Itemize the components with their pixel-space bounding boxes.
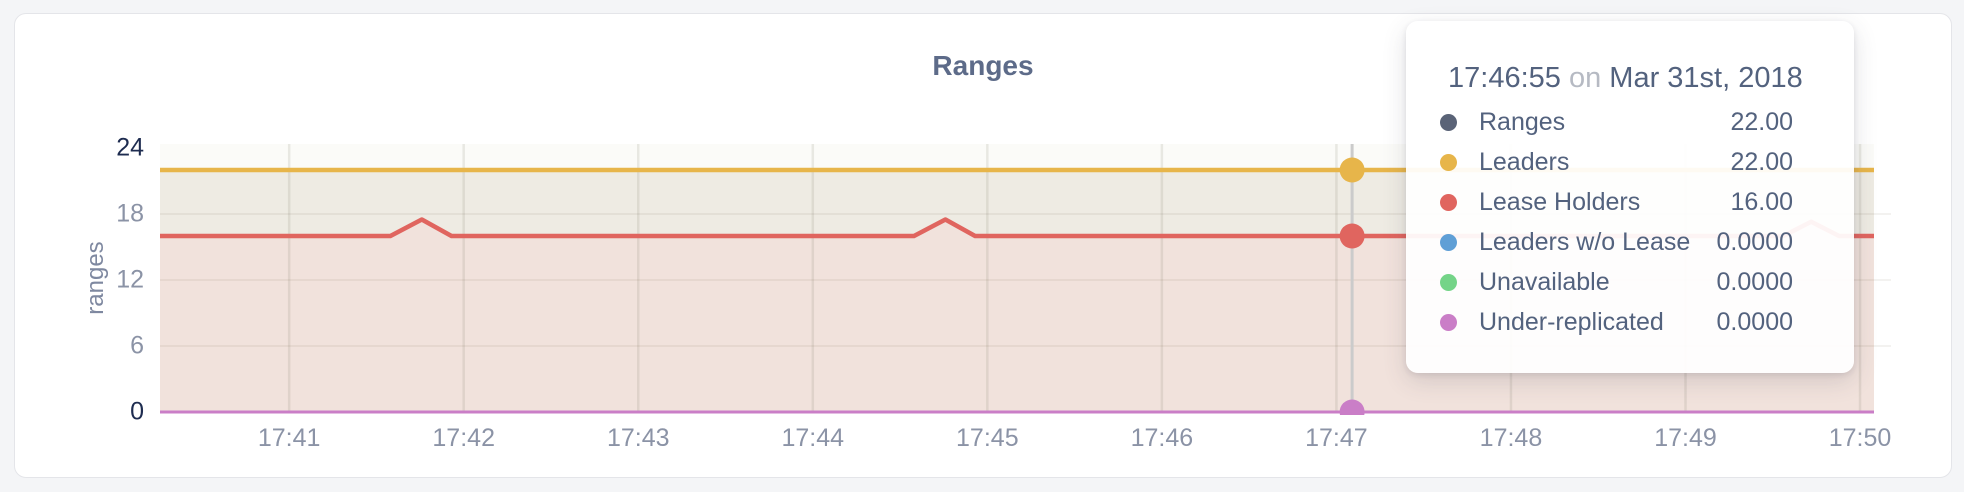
crosshair-dot-under-replicated bbox=[1339, 399, 1365, 415]
x-tick-label-17:43: 17:43 bbox=[606, 424, 670, 452]
x-tick-label-17:47: 17:47 bbox=[1305, 424, 1368, 452]
series-value: 22.00 bbox=[1730, 147, 1793, 176]
series-color-dot bbox=[1440, 233, 1457, 251]
x-tick-label-17:42: 17:42 bbox=[432, 424, 495, 452]
x-tick-label-17:45: 17:45 bbox=[956, 424, 1019, 452]
series-color-dot bbox=[1440, 193, 1457, 211]
y-tick-label-18: 18 bbox=[116, 199, 144, 228]
tooltip-legend: Ranges 22.00 Leaders 22.00 Lease Holders 16.0… bbox=[1406, 102, 1854, 342]
tooltip-legend-row: Unavailable 0.0000 bbox=[1406, 262, 1854, 302]
series-value: 16.00 bbox=[1730, 187, 1793, 216]
tooltip-conjunction: on bbox=[1568, 62, 1602, 94]
series-label: Lease Holders bbox=[1479, 187, 1641, 216]
tooltip-time: 17:46:55 bbox=[1448, 62, 1561, 94]
y-tick-label-0: 0 bbox=[130, 397, 144, 426]
series-label: Ranges bbox=[1479, 107, 1566, 136]
x-tick-label-17:44: 17:44 bbox=[781, 424, 845, 452]
series-value: 22.00 bbox=[1730, 107, 1793, 136]
series-label: Leaders bbox=[1479, 147, 1570, 176]
series-value: 0.0000 bbox=[1716, 227, 1793, 256]
tooltip-legend-row: Leaders w/o Lease 0.0000 bbox=[1406, 222, 1854, 262]
x-tick-label-17:46: 17:46 bbox=[1130, 424, 1194, 452]
series-label: Under-replicated bbox=[1479, 307, 1664, 336]
series-color-dot bbox=[1440, 113, 1457, 131]
tooltip-legend-row: Ranges 22.00 bbox=[1406, 102, 1854, 142]
series-value: 0.0000 bbox=[1716, 267, 1793, 296]
crosshair-dot-lease-holders bbox=[1339, 223, 1365, 249]
x-tick-label-17:41: 17:41 bbox=[257, 424, 321, 452]
series-label: Leaders w/o Lease bbox=[1479, 227, 1691, 256]
chart-card: Ranges ranges 0 6 12 18 24 17:41 17:42 17:43 17… bbox=[14, 13, 1952, 478]
x-tick-label-17:49: 17:49 bbox=[1654, 424, 1717, 452]
x-tick-label-17:48: 17:48 bbox=[1479, 424, 1543, 452]
series-label: Unavailable bbox=[1479, 267, 1610, 296]
y-tick-label-6: 6 bbox=[130, 331, 144, 360]
series-color-dot bbox=[1440, 273, 1457, 291]
tooltip-date: Mar 31st, 2018 bbox=[1609, 62, 1803, 94]
crosshair-dot-leaders bbox=[1339, 157, 1365, 183]
tooltip-timestamp: 17:46:55 on Mar 31st, 2018 bbox=[1406, 21, 1854, 95]
series-color-dot bbox=[1440, 313, 1457, 331]
y-tick-label-24: 24 bbox=[116, 133, 144, 162]
tooltip-legend-row: Under-replicated 0.0000 bbox=[1406, 302, 1854, 342]
tooltip-legend-row: Leaders 22.00 bbox=[1406, 142, 1854, 182]
y-tick-label-12: 12 bbox=[116, 265, 144, 294]
tooltip-legend-row: Lease Holders 16.00 bbox=[1406, 182, 1854, 222]
chart-tooltip: 17:46:55 on Mar 31st, 2018 Ranges 22.00 Le… bbox=[1406, 21, 1854, 373]
chart-title: Ranges bbox=[932, 50, 1034, 81]
series-color-dot bbox=[1440, 153, 1457, 171]
series-value: 0.0000 bbox=[1716, 307, 1793, 336]
x-tick-label-17:50: 17:50 bbox=[1828, 424, 1892, 452]
